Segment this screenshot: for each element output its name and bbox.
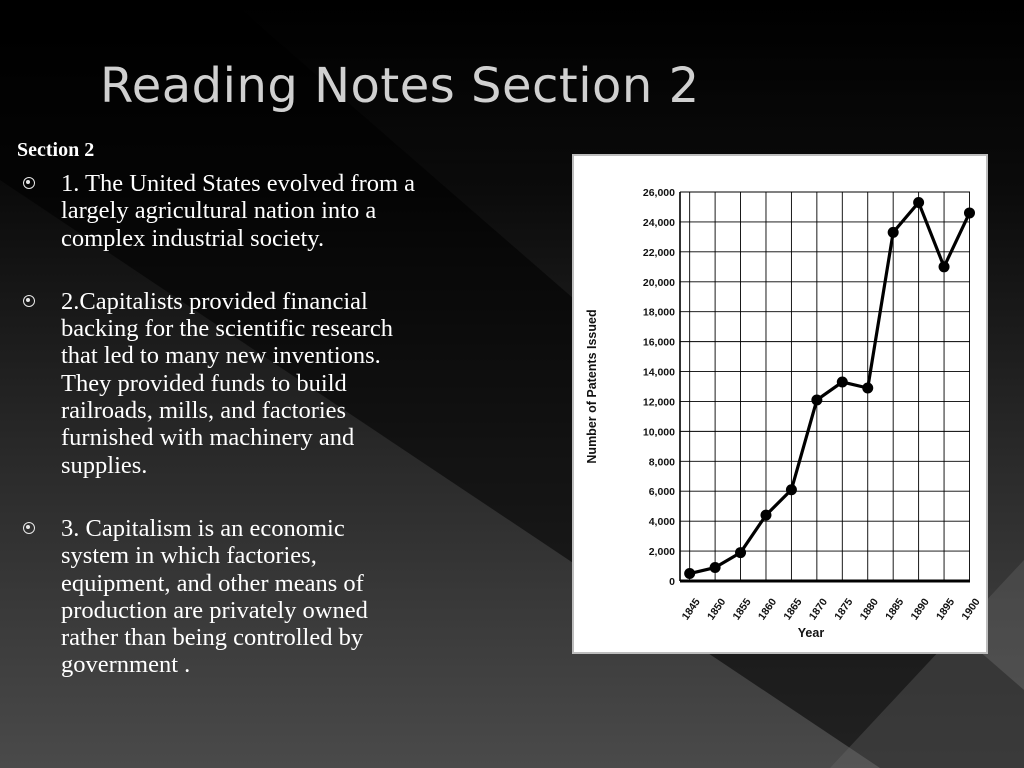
x-tick-label: 1875 [832,596,855,622]
bullet-text-line: largely agricultural nation into a [61,197,377,225]
circle-dot-icon [23,294,35,307]
y-tick-label: 16,000 [643,337,675,349]
chart-grid [680,191,970,582]
data-point [913,196,925,208]
data-point [785,484,797,496]
x-tick-label: 1850 [705,596,728,622]
y-tick-label: 10,000 [643,426,675,438]
y-axis-label: Number of Patents Issued [585,309,599,463]
data-point [684,568,696,580]
chart-axes [679,192,970,583]
y-tick-label: 26,000 [643,187,675,199]
section-label: Section 2 [17,139,95,161]
y-tick-label: 20,000 [643,277,675,289]
y-tick-label: 6,000 [649,486,675,498]
bullet-item: 1. The United States evolved from a larg… [17,170,537,252]
series-line [689,200,971,576]
data-point [735,547,747,559]
bullet-text-line: backing for the scientific research [61,315,393,343]
data-point [963,207,975,219]
chart-canvas: 0 2,000 4,000 6,000 8,000 10,000 12,000 14,000 1… [585,187,983,640]
y-tick-label: 18,000 [643,307,675,319]
x-tick-label: 1885 [883,596,906,622]
data-point [709,562,721,574]
data-point [862,382,874,394]
x-tick-label: 1880 [858,596,881,622]
x-axis-label: Year [798,626,825,640]
y-tick-label: 12,000 [643,396,675,408]
bullet-text-line: 1. The United States evolved from a [61,170,416,197]
slide-title: Reading Notes Section 2 [100,58,700,114]
x-tick-label: 1860 [756,596,779,622]
bullet-text-line: system in which factories, [61,542,317,570]
chart-series [684,196,975,580]
bullet-text-line: 2.Capitalists provided financial [61,287,368,315]
bullet-text-line: equipment, and other means of [61,569,364,597]
bullet-list: 1. The United States evolved from a larg… [17,170,537,715]
x-tick-label: 1870 [807,596,830,622]
x-tick-label: 1890 [909,596,932,622]
circle-dot-icon [23,521,35,534]
bullet-text-line: government . [61,651,191,679]
x-tick-labels: 1845 1850 1855 1860 1865 1870 1875 1880 1885 1890… [680,596,983,622]
bullet-text-line: supplies. [61,451,148,479]
y-tick-label: 22,000 [643,247,675,259]
data-point [760,509,772,521]
data-point [887,226,899,238]
y-tick-label: 14,000 [643,367,675,379]
bullet-text-line: complex industrial society. [61,224,325,252]
y-tick-label: 8,000 [649,456,675,468]
y-tick-label: 24,000 [643,217,675,229]
bullet-text-line: that led to many new inventions. [61,342,381,370]
x-tick-label: 1865 [781,596,804,622]
y-tick-labels: 0 2,000 4,000 6,000 8,000 10,000 12,000 14,000 1… [643,187,675,588]
bullet-text-line: rather than being controlled by [61,624,364,652]
bullet-item: 3. Capitalism is an economic system in w… [17,515,537,679]
x-tick-label: 1855 [730,596,753,622]
x-tick-label: 1845 [680,596,703,622]
y-tick-label: 0 [669,576,675,588]
x-tick-label: 1900 [959,596,982,622]
bullet-text-line: railroads, mills, and factories [61,397,347,425]
data-point [938,261,950,273]
bullet-text-line: production are privately owned [61,596,368,624]
patents-chart: 0 2,000 4,000 6,000 8,000 10,000 12,000 14,000 1… [572,154,988,654]
bullet-text-line: furnished with machinery and [61,424,355,452]
y-tick-label: 4,000 [649,516,675,528]
bullet-item: 2.Capitalists provided financial backing… [17,288,537,479]
data-point [836,376,848,388]
bullet-text-line: They provided funds to build [61,369,347,397]
y-tick-label: 2,000 [649,546,675,558]
data-point [811,394,823,406]
circle-dot-icon [23,177,35,189]
bullet-text-line: 3. Capitalism is an economic [61,514,345,542]
x-tick-label: 1895 [934,596,957,622]
